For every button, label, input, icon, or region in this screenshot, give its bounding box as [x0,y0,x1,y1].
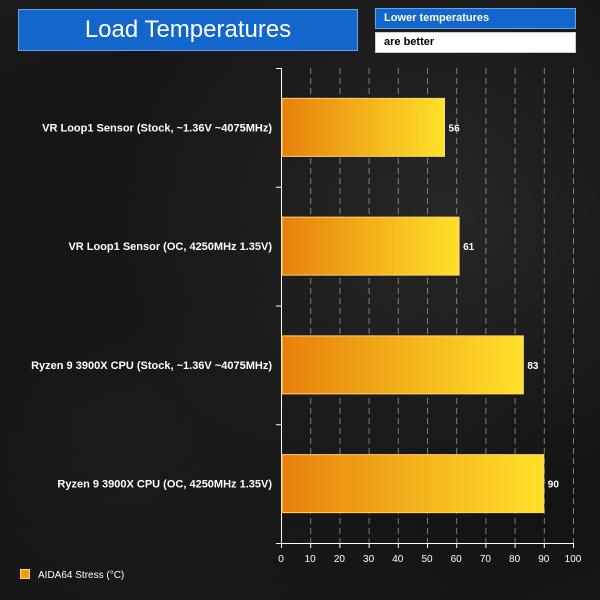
bar-4 [281,454,545,514]
x-tick-label-70: 70 [480,554,492,565]
bar-3 [281,335,524,395]
x-tick-label-40: 40 [392,554,404,565]
chart-title: Load Temperatures [18,9,358,51]
x-tick-label-0: 0 [278,554,284,565]
labels: 0 10 20 30 40 50 60 70 80 90 100 56 VR Loop1 Sensor … [31,122,582,565]
x-tick-label-10: 10 [305,554,317,565]
note-lower-temperatures: Lower temperatures [375,8,576,29]
value-label-1: 56 [449,123,461,134]
x-tick-label-50: 50 [421,554,433,565]
value-label-3: 83 [527,361,539,372]
category-label-4: Ryzen 9 3900X CPU (OC, 4250MHz 1.35V) [57,479,272,491]
legend-label: AIDA64 Stress (°C) [38,570,125,581]
x-tick-label-20: 20 [334,554,346,565]
x-tick-label-100: 100 [565,554,582,565]
x-tick-label-30: 30 [363,554,375,565]
note-are-better: are better [375,32,576,53]
value-label-2: 61 [463,242,475,253]
x-tick-label-60: 60 [451,554,463,565]
category-label-1: VR Loop1 Sensor (Stock, ~1.36V ~4075MHz) [42,122,272,134]
bar-1 [281,97,446,157]
legend: AIDA64 Stress (°C) [20,569,124,583]
x-tick-label-80: 80 [509,554,521,565]
category-label-3: Ryzen 9 3900X CPU (Stock, ~1.36V ~4075MH… [31,360,272,372]
value-label-4: 90 [548,480,560,491]
x-tick-label-90: 90 [538,554,550,565]
bars [281,97,545,514]
legend-swatch [20,569,30,579]
bar-2 [281,216,460,276]
category-label-2: VR Loop1 Sensor (OC, 4250MHz 1.35V) [68,241,272,253]
